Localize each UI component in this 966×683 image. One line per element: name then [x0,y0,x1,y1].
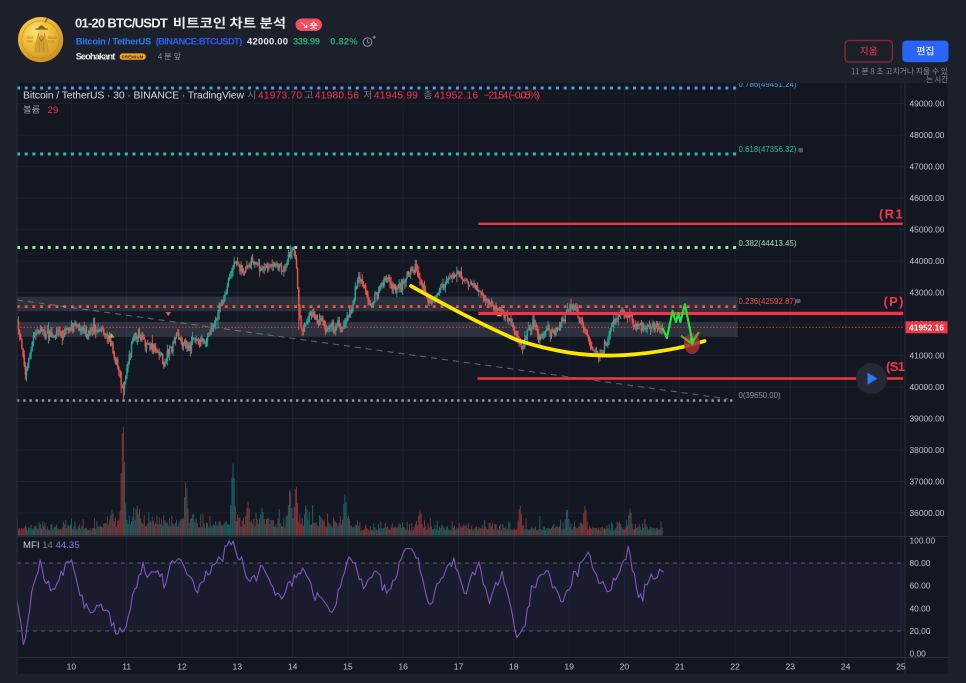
svg-text:80.00: 80.00 [910,558,931,568]
svg-text:38000.00: 38000.00 [910,445,945,455]
svg-text:(S1: (S1 [886,359,905,374]
svg-text:0.236(42592.87): 0.236(42592.87) [739,297,797,306]
svg-text:23: 23 [786,661,796,671]
svg-text:20.00: 20.00 [910,626,931,636]
svg-text:(BINANCE:BTCUSDT): (BINANCE:BTCUSDT) [156,36,243,47]
svg-text:15: 15 [343,661,353,671]
svg-text:46000.00: 46000.00 [910,193,945,203]
svg-text:42000.00: 42000.00 [247,36,288,47]
svg-text:43000.00: 43000.00 [910,288,945,298]
svg-text:16: 16 [398,661,408,671]
svg-text:(P): (P) [884,294,904,309]
svg-text:Bitcoin / TetherUS · 30 · BINA: Bitcoin / TetherUS · 30 · BINANCE · Trad… [23,90,244,101]
svg-text:17: 17 [454,661,464,671]
svg-text:18: 18 [509,661,519,671]
svg-text:45000.00: 45000.00 [910,225,945,235]
svg-text:−21.54 (−0.05%): −21.54 (−0.05%) [484,90,540,101]
svg-text:39000.00: 39000.00 [910,414,945,424]
svg-text:100.00: 100.00 [910,535,936,545]
svg-text:0.382(44413.45): 0.382(44413.45) [739,239,797,248]
svg-text:(R1: (R1 [879,206,903,221]
svg-text:2021: 2021 [48,40,55,44]
svg-text:PREMIUM: PREMIUM [122,55,144,60]
svg-text:19: 19 [564,661,574,671]
svg-text:41952.16: 41952.16 [434,90,478,101]
svg-text:SEO: SEO [27,36,34,40]
svg-text:0.82%: 0.82% [330,36,358,47]
svg-text:41952.16: 41952.16 [909,322,944,332]
svg-text:25: 25 [896,661,906,671]
svg-text:SINCE: SINCE [48,36,58,40]
svg-text:20: 20 [620,661,630,671]
svg-text:36000.00: 36000.00 [910,508,945,518]
svg-text:0.00: 0.00 [910,649,927,659]
svg-text:60.00: 60.00 [910,581,931,591]
svg-text:14: 14 [288,661,298,671]
svg-text:10: 10 [67,661,77,671]
svg-text:29: 29 [48,105,59,116]
svg-text:40.00: 40.00 [910,603,931,613]
svg-text:339.99: 339.99 [293,36,320,47]
svg-text:Seohakant: Seohakant [76,51,116,61]
svg-text:40000.00: 40000.00 [910,382,945,392]
svg-text:41973.70: 41973.70 [258,90,302,101]
svg-text:48000.00: 48000.00 [910,130,945,140]
svg-text:21: 21 [675,661,685,671]
svg-text:Bitcoin / TetherUS: Bitcoin / TetherUS [76,36,152,47]
svg-text:49000.00: 49000.00 [910,99,945,109]
svg-text:01-20 BTC/USDT: 01-20 BTC/USDT [75,16,168,31]
svg-text:41000.00: 41000.00 [910,351,945,361]
svg-text:MFI 14 44.35: MFI 14 44.35 [23,540,80,551]
svg-text:22: 22 [730,661,740,671]
svg-text:13: 13 [233,661,243,671]
svg-text:0.618(47356.32): 0.618(47356.32) [739,145,797,154]
svg-text:24: 24 [841,661,851,671]
svg-text:0(39650.00): 0(39650.00) [739,391,781,400]
svg-text:37000.00: 37000.00 [910,477,945,487]
svg-text:44000.00: 44000.00 [910,256,945,266]
svg-text:41945.99: 41945.99 [374,90,418,101]
svg-text:11: 11 [122,661,131,671]
svg-text:0.786(49451.24): 0.786(49451.24) [739,80,797,89]
svg-text:12: 12 [177,661,187,671]
svg-text:47000.00: 47000.00 [910,162,945,172]
svg-text:HAK: HAK [27,40,34,44]
svg-text:41980.56: 41980.56 [315,90,359,101]
